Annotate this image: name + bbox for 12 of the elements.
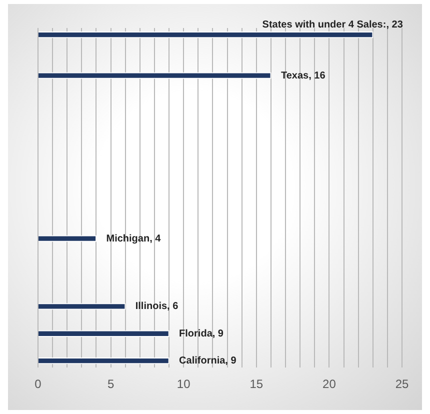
x-tick-label: 5 [107,377,114,392]
data-label: Illinois, 6 [135,301,179,312]
x-tick-label: 10 [176,377,191,392]
x-tick-label: 20 [322,377,336,392]
data-label: States with under 4 Sales:, 23 [262,20,404,31]
data-label: Texas, 16 [280,70,326,82]
data-label: Florida, 9 [179,328,224,340]
x-tick-label: 0 [34,377,42,392]
x-tick-label: 15 [250,377,264,392]
data-label: Michigan, 4 [106,233,162,244]
data-label: California, 9 [179,356,237,367]
x-tick-label: 25 [395,377,409,392]
